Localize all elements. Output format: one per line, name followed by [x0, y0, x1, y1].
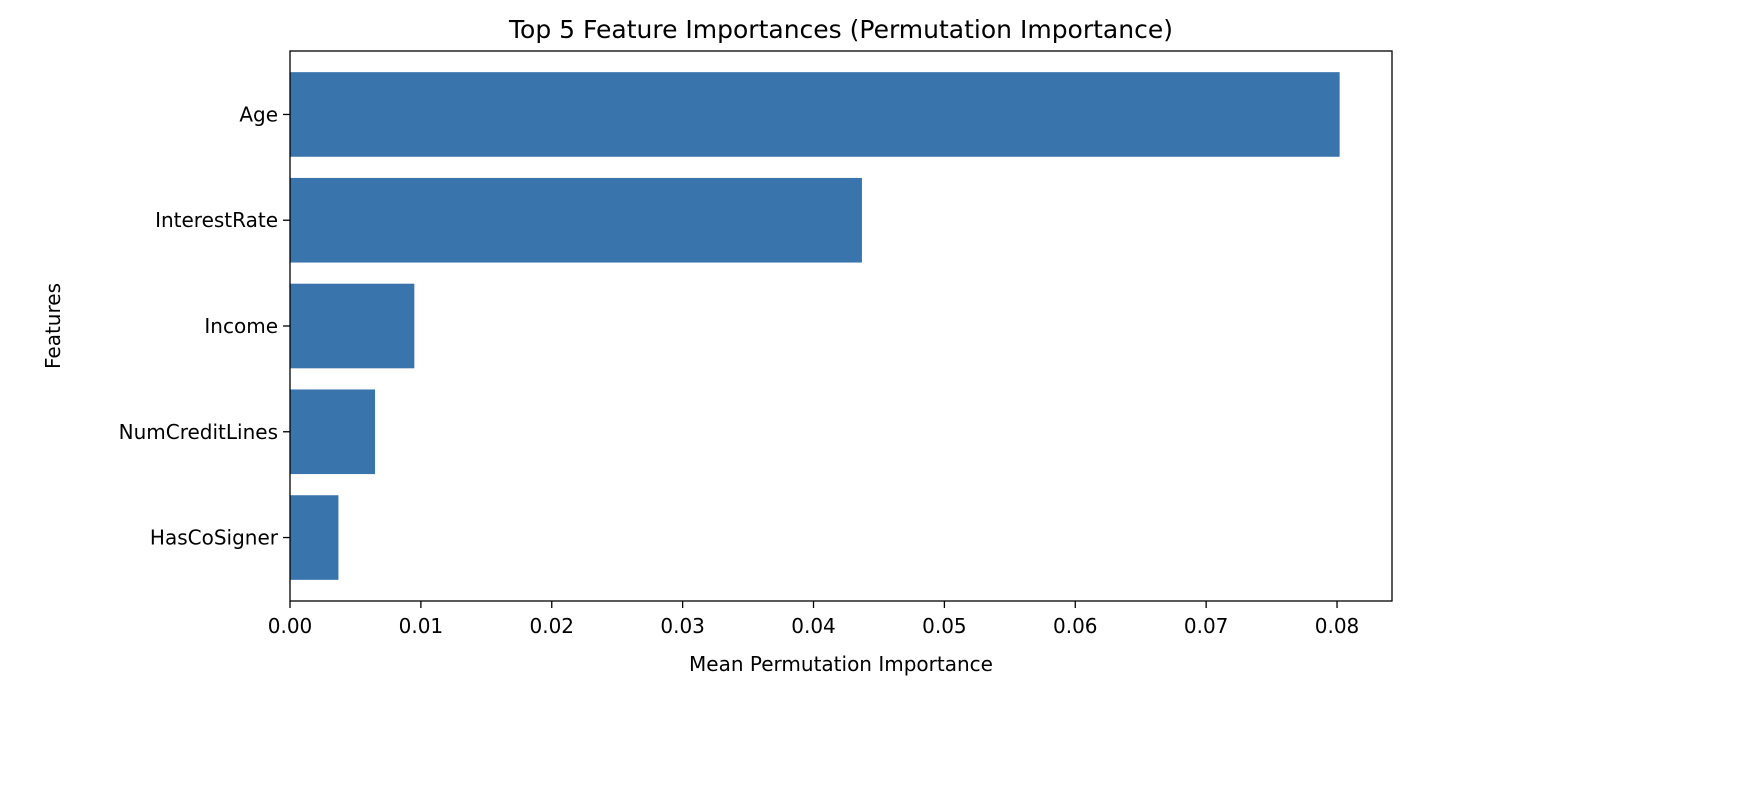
y-tick-label: Age — [239, 102, 278, 126]
y-tick-label: NumCreditLines — [119, 420, 278, 444]
chart-title: Top 5 Feature Importances (Permutation I… — [508, 15, 1173, 44]
x-tick-label: 0.05 — [922, 614, 967, 638]
y-tick-label: HasCoSigner — [150, 526, 279, 550]
bar-interestrate — [290, 177, 862, 263]
x-ticks: 0.00 0.01 0.02 0.03 0.04 0.05 0.06 0.07 0.08 — [268, 601, 1360, 638]
y-tick-label: InterestRate — [155, 208, 278, 232]
x-tick-label: 0.03 — [660, 614, 705, 638]
x-tick-label: 0.00 — [268, 614, 313, 638]
bar-hascosigner — [290, 495, 339, 580]
plot-frame — [289, 50, 1393, 602]
x-tick-label: 0.02 — [529, 614, 574, 638]
x-tick-label: 0.07 — [1184, 614, 1229, 638]
y-tick-label: Income — [204, 314, 278, 338]
bar-numcreditlines — [290, 389, 376, 475]
y-axis-label: Features — [41, 283, 65, 369]
x-tick-label: 0.04 — [791, 614, 836, 638]
x-tick-label: 0.08 — [1315, 614, 1360, 638]
x-tick-label: 0.01 — [399, 614, 444, 638]
x-tick-label: 0.06 — [1053, 614, 1098, 638]
bar-income — [290, 283, 415, 369]
y-ticks: Age InterestRate Income NumCreditLines HasCo… — [119, 102, 290, 550]
x-axis-label: Mean Permutation Importance — [689, 652, 993, 676]
bars-group — [290, 72, 1340, 580]
bar-age — [290, 72, 1340, 157]
